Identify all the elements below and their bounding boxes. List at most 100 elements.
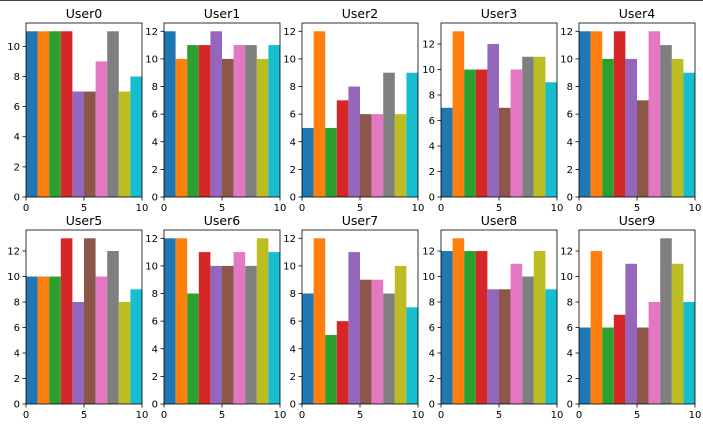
- y-tick-label: 2: [152, 372, 158, 383]
- bar-user0-5: [84, 91, 96, 197]
- bar-user9-6: [648, 302, 661, 404]
- y-tick-label: 10: [560, 272, 573, 283]
- bar-user6-9: [268, 252, 280, 404]
- bar-user0-7: [107, 31, 119, 197]
- x-tick-label: 0: [23, 203, 29, 214]
- subplot-user3: User3 0 5 10 0 2 4 6 8 10 12: [422, 6, 563, 214]
- bar-user9-0: [579, 327, 591, 404]
- y-tick-label: 0: [14, 193, 20, 204]
- bar-user1-8: [256, 58, 269, 198]
- y-tick-label: 10: [560, 54, 573, 65]
- y-tick-label: 6: [152, 110, 158, 121]
- y-tick-label: 12: [145, 27, 158, 38]
- y-tick-label: 10: [422, 272, 435, 283]
- bar-user8-3: [475, 251, 488, 404]
- y-tick-label: 8: [290, 82, 296, 93]
- bar-user5-8: [118, 302, 131, 404]
- bar-user9-4: [625, 263, 637, 404]
- bar-user5-3: [60, 238, 73, 404]
- y-tick-label: 0: [429, 400, 435, 411]
- bar-user6-7: [245, 265, 257, 404]
- bar-user0-3: [60, 31, 73, 197]
- bar-user4-6: [648, 31, 661, 197]
- subplot-title: User5: [66, 213, 102, 228]
- window-top-border: [0, 0, 703, 1]
- x-tick-label: 10: [689, 203, 702, 214]
- bar-user3-3: [475, 69, 488, 197]
- bar-user7-5: [360, 279, 372, 404]
- x-tick-label: 5: [357, 410, 363, 421]
- y-tick-label: 2: [290, 165, 296, 176]
- bar-user4-0: [579, 31, 591, 197]
- bar-user3-0: [441, 107, 453, 197]
- bar-user2-6: [371, 114, 384, 197]
- bar-user9-8: [671, 263, 684, 404]
- bar-user1-7: [245, 45, 257, 197]
- bar-user5-2: [49, 276, 61, 404]
- subplot-title: User8: [481, 213, 517, 228]
- bar-user4-4: [625, 58, 637, 198]
- y-tick-label: 0: [290, 193, 296, 204]
- y-tick-label: 0: [290, 400, 296, 411]
- y-tick-label: 12: [560, 27, 573, 38]
- bar-user4-3: [613, 31, 626, 197]
- bar-user8-7: [522, 276, 534, 404]
- y-tick-label: 12: [560, 247, 573, 258]
- x-tick-label: 0: [299, 203, 305, 214]
- bar-user8-6: [510, 263, 523, 404]
- bar-user0-1: [37, 31, 50, 197]
- x-tick-label: 10: [412, 203, 425, 214]
- y-tick-label: 0: [567, 193, 573, 204]
- y-tick-label: 6: [567, 323, 573, 334]
- bar-user0-4: [72, 91, 84, 197]
- bar-user6-3: [198, 252, 211, 404]
- bar-user5-4: [72, 302, 84, 404]
- x-tick-label: 5: [81, 203, 87, 214]
- bar-user4-2: [602, 58, 614, 198]
- y-tick-label: 2: [567, 165, 573, 176]
- bar-user2-0: [302, 127, 314, 197]
- y-tick-label: 2: [567, 374, 573, 385]
- subplot-user9: User9 0 5 10 0 2 4 6 8 10 12: [560, 213, 701, 421]
- y-tick-label: 0: [429, 193, 435, 204]
- bar-user6-5: [222, 265, 234, 404]
- bar-user2-8: [394, 114, 407, 197]
- bar-user4-8: [671, 58, 684, 198]
- bar-user8-1: [452, 238, 465, 404]
- y-tick-label: 2: [14, 374, 20, 385]
- y-tick-label: 4: [152, 137, 158, 148]
- subplot-title: User0: [66, 6, 102, 21]
- bar-user3-4: [487, 44, 499, 198]
- bar-user0-9: [130, 76, 142, 197]
- bar-user4-7: [660, 45, 672, 197]
- y-tick-label: 12: [145, 234, 158, 245]
- y-tick-label: 4: [14, 132, 20, 143]
- y-tick-label: 6: [567, 110, 573, 121]
- y-tick-label: 0: [152, 400, 158, 411]
- bar-user9-7: [660, 238, 672, 404]
- bar-user9-5: [637, 327, 649, 404]
- subplot-title: User2: [342, 6, 378, 21]
- x-tick-label: 5: [634, 410, 640, 421]
- y-tick-label: 12: [422, 247, 435, 258]
- bar-user8-0: [441, 251, 453, 404]
- bar-user0-0: [26, 31, 38, 197]
- bar-user3-2: [464, 69, 476, 197]
- bar-user7-3: [336, 321, 349, 404]
- bar-user6-4: [210, 265, 222, 404]
- bar-user2-4: [348, 86, 360, 197]
- x-tick-label: 0: [438, 203, 444, 214]
- x-tick-label: 5: [496, 203, 502, 214]
- bar-user7-4: [348, 252, 360, 404]
- bar-user1-3: [198, 45, 211, 197]
- y-tick-label: 12: [7, 247, 20, 258]
- bar-user4-9: [683, 72, 695, 197]
- y-tick-label: 0: [152, 193, 158, 204]
- bar-user1-2: [187, 45, 199, 197]
- bar-user8-2: [464, 251, 476, 404]
- y-tick-label: 2: [429, 167, 435, 178]
- x-tick-label: 0: [299, 410, 305, 421]
- y-tick-label: 8: [152, 82, 158, 93]
- x-tick-label: 10: [136, 410, 149, 421]
